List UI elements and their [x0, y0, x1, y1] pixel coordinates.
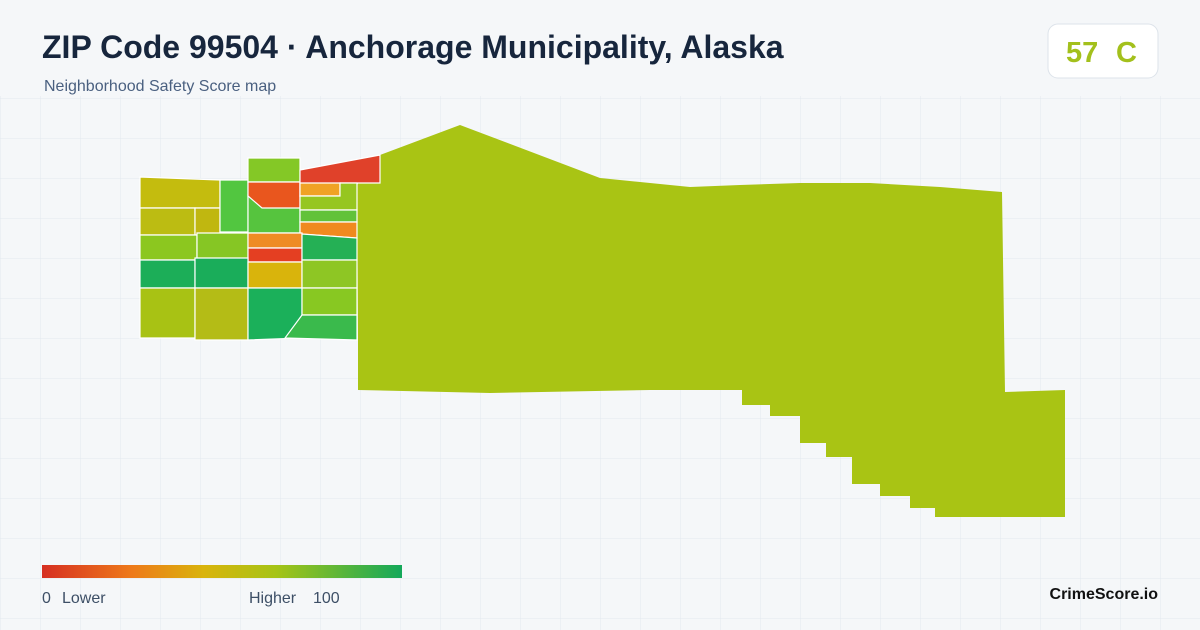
tract: [219, 179, 249, 233]
tract: [301, 233, 358, 261]
map: [139, 125, 1065, 517]
neighborhoods: [139, 154, 381, 341]
tract: [247, 232, 303, 249]
tract: [283, 314, 358, 341]
score: 57: [1066, 37, 1098, 69]
subtitle: Neighborhood Safety Score map: [44, 78, 276, 95]
legend: 0 Lower Higher 100: [42, 565, 402, 607]
tract: [299, 182, 341, 197]
tract: [139, 259, 196, 289]
legend-min: 0: [42, 590, 51, 607]
legend-high: Higher: [249, 590, 297, 607]
grade: C: [1116, 37, 1137, 69]
tract: [301, 287, 358, 316]
tract: [194, 207, 221, 236]
tract: [299, 209, 358, 223]
tract: [139, 176, 221, 209]
legend-low: Lower: [62, 590, 106, 607]
tract: [196, 232, 249, 261]
tract: [247, 181, 301, 209]
legend-scale: [42, 565, 402, 578]
brand: CrimeScore.io: [1050, 586, 1159, 603]
badge-box: [1047, 23, 1159, 79]
large-tract: [357, 125, 1065, 517]
tract: [247, 261, 303, 289]
score-badge: 57 C: [1047, 23, 1159, 79]
legend-max: 100: [313, 590, 340, 607]
tract: [247, 247, 303, 263]
tract: [139, 234, 198, 261]
tract: [139, 287, 196, 339]
tract: [301, 259, 358, 289]
tract: [139, 207, 196, 236]
tract: [194, 287, 249, 341]
tract: [194, 257, 249, 289]
title: ZIP Code 99504 · Anchorage Municipality,…: [42, 29, 784, 65]
tract: [247, 157, 301, 183]
